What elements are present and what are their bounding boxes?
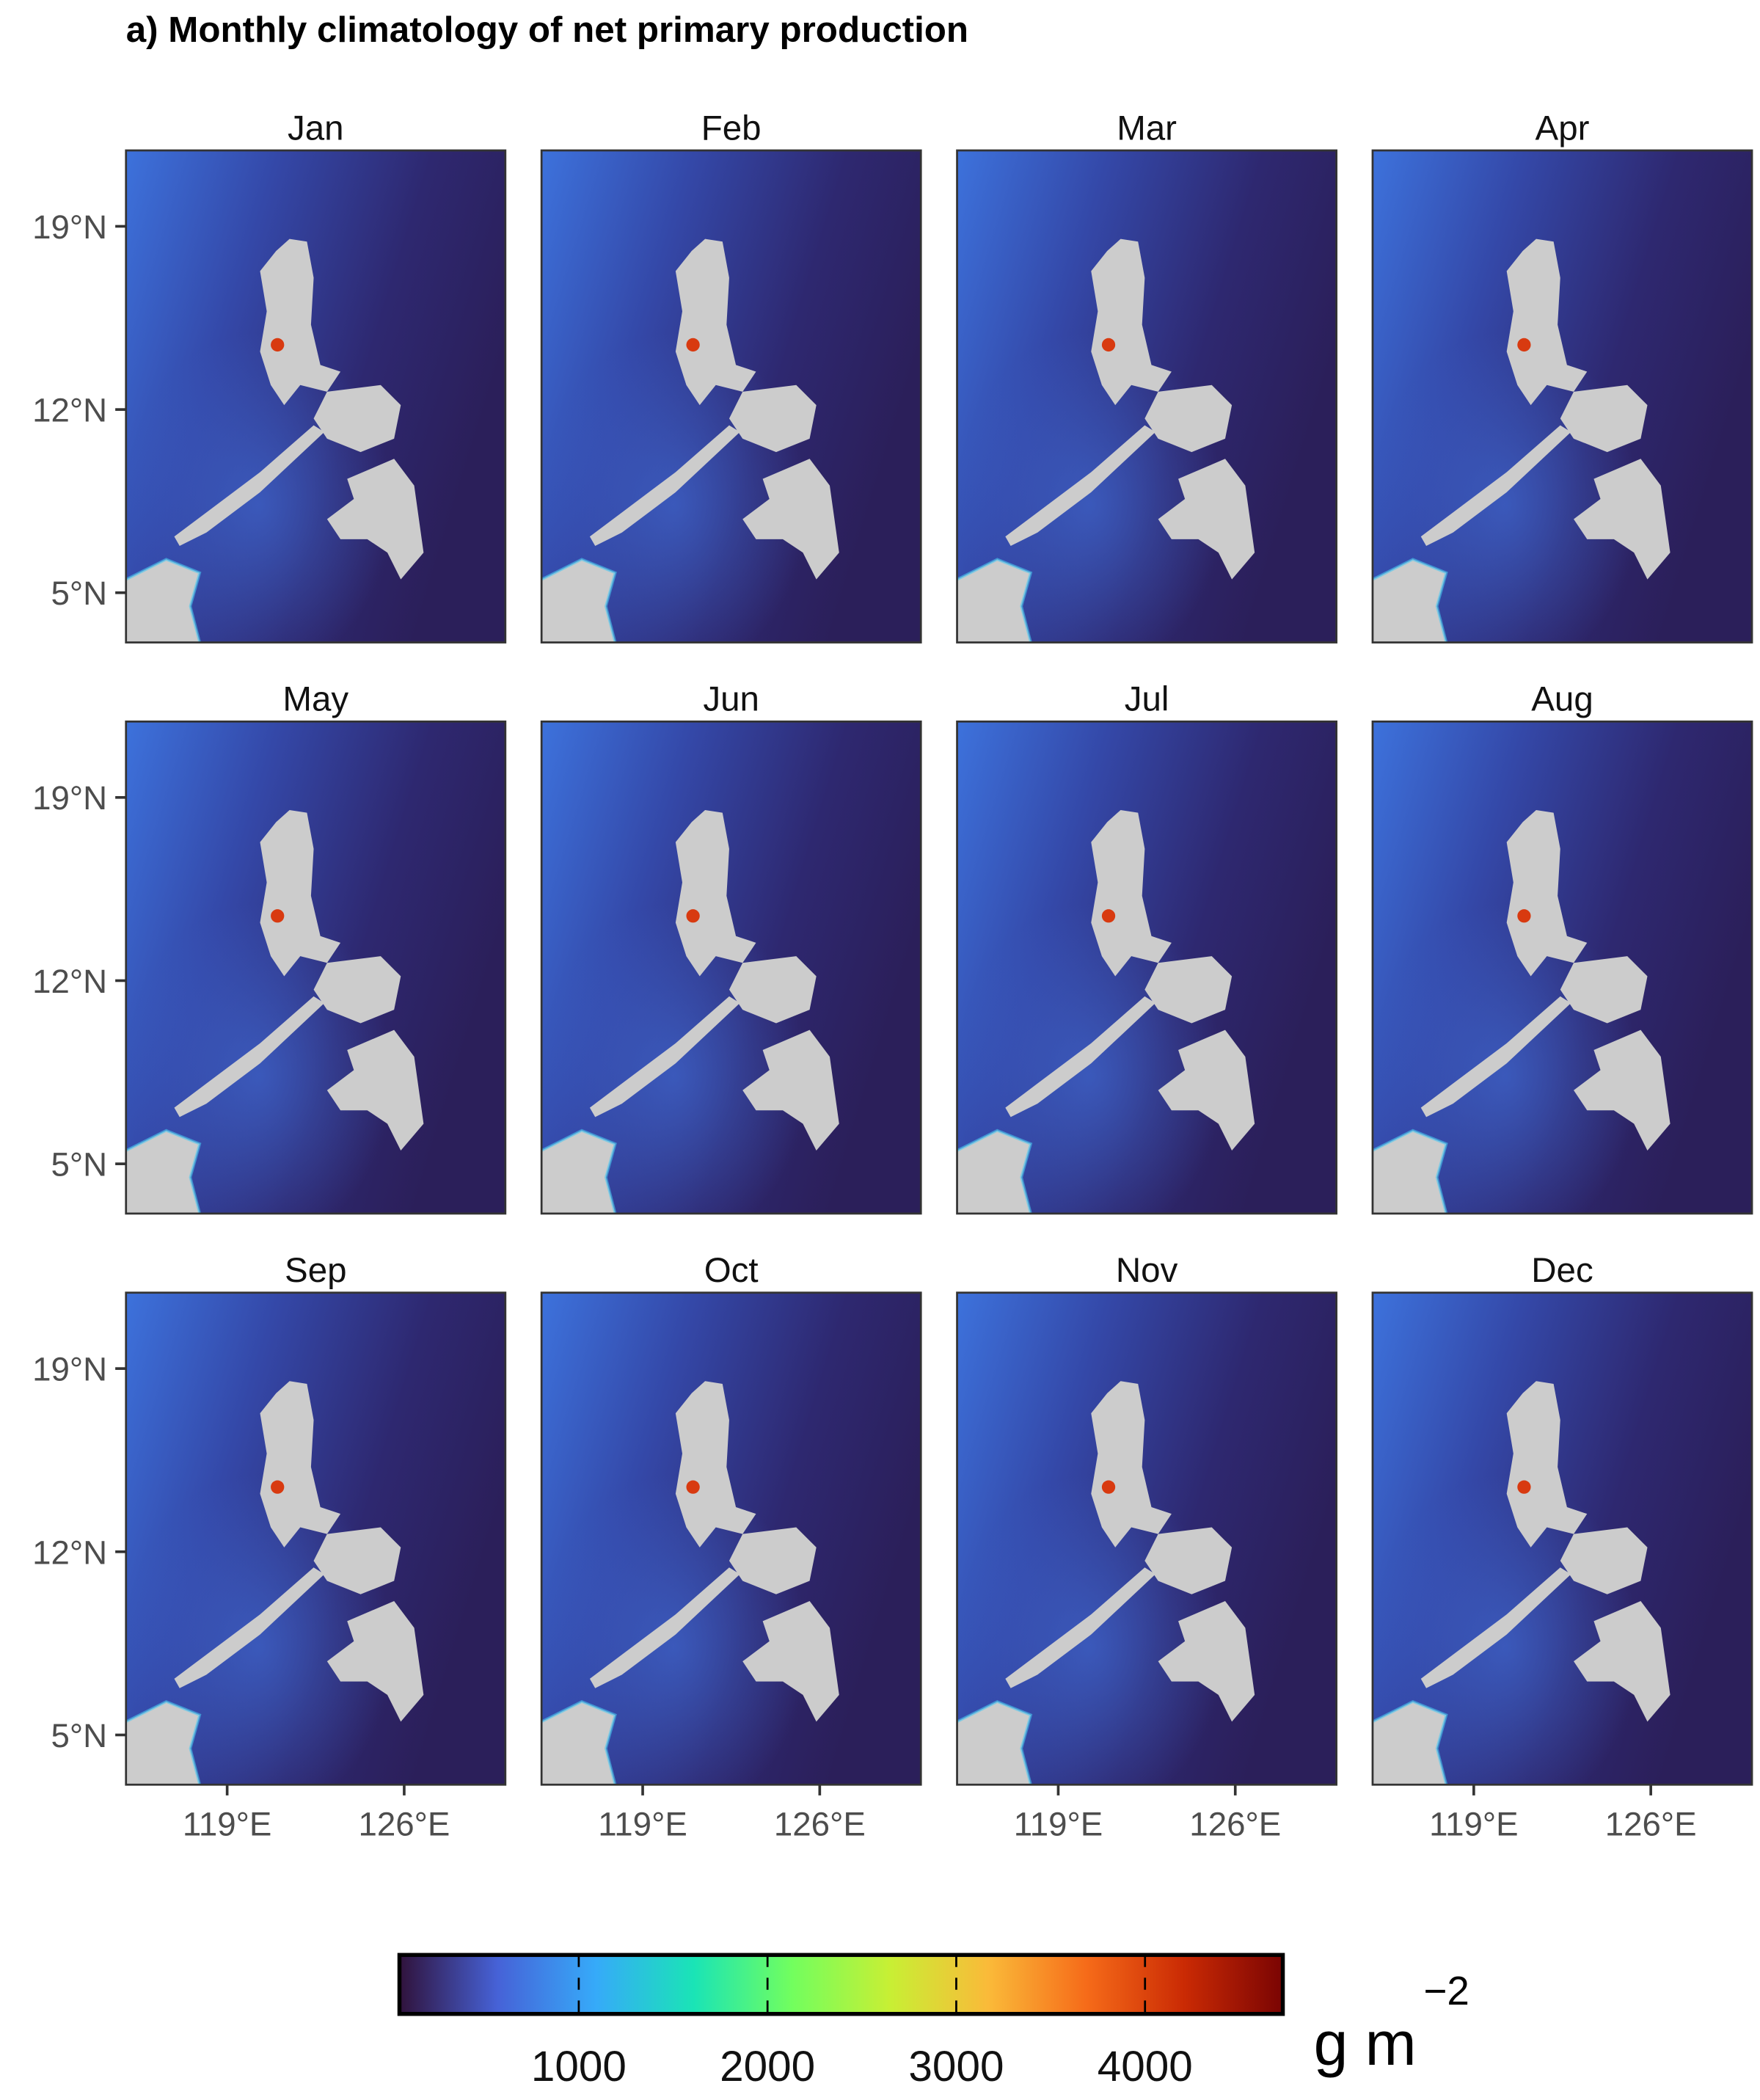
panel-frame: [956, 720, 1338, 1215]
panel-title: Feb: [701, 109, 762, 147]
lon-tick-label: 119°E: [1429, 1806, 1518, 1843]
ocean-glow: [541, 721, 921, 1214]
lat-tick-label: 5°N: [51, 1717, 108, 1754]
ocean-glow: [1372, 721, 1753, 1214]
map-panel: [540, 1291, 922, 1787]
ocean-glow: [957, 1292, 1337, 1785]
panel-title: Jun: [703, 680, 759, 719]
map-panel: [1371, 720, 1753, 1215]
ocean-glow: [1372, 150, 1753, 643]
panel-frame: [956, 1291, 1338, 1786]
lon-tick-label: 119°E: [598, 1806, 687, 1843]
panel-title: Dec: [1531, 1251, 1593, 1290]
panel-frame: [1371, 720, 1753, 1215]
ocean-glow: [957, 721, 1337, 1214]
lat-tick-label: 19°N: [32, 208, 107, 246]
lat-tick-label: 19°N: [32, 1351, 107, 1388]
map-panel: [955, 720, 1338, 1215]
map-panel: [540, 149, 922, 644]
colorbar-tick-label: 2000: [720, 2043, 815, 2090]
panel-title: Mar: [1117, 109, 1177, 147]
figure-title: a) Monthly climatology of net primary pr…: [126, 10, 968, 50]
ocean-glow: [957, 150, 1337, 643]
lat-tick-label: 5°N: [51, 1146, 108, 1184]
colorbar: [397, 1953, 1285, 2016]
lon-tick-label: 126°E: [1605, 1806, 1697, 1843]
map-panel: [540, 720, 922, 1215]
panel-frame: [1371, 1291, 1753, 1786]
panel-frame: [540, 149, 922, 644]
colorbar-unit: g m: [1314, 2009, 1417, 2078]
map-panel: [1371, 1291, 1753, 1787]
panel-frame: [125, 1291, 507, 1786]
panel-title: Sep: [285, 1251, 347, 1290]
panel-title: Nov: [1116, 1251, 1178, 1290]
map-panel: [955, 1291, 1338, 1787]
ocean-glow: [125, 150, 505, 643]
panel-title: May: [282, 680, 348, 719]
lat-tick-label: 12°N: [32, 1534, 107, 1571]
map-panel: [124, 1291, 507, 1787]
ocean-glow: [125, 721, 505, 1214]
map-panel: [124, 720, 507, 1215]
colorbar-tick-label: 3000: [908, 2043, 1004, 2090]
panel-frame: [1371, 149, 1753, 644]
panel-frame: [540, 720, 922, 1215]
panel-title: Oct: [704, 1251, 759, 1290]
panel-title: Aug: [1531, 680, 1593, 719]
lat-tick-label: 12°N: [32, 963, 107, 1000]
panel-title: Jul: [1125, 680, 1169, 719]
panel-frame: [125, 720, 507, 1215]
panel-frame: [125, 149, 507, 644]
colorbar-tick-label: 1000: [531, 2043, 627, 2090]
ocean-glow: [1372, 1292, 1753, 1785]
lon-tick-label: 126°E: [774, 1806, 866, 1843]
lat-tick-label: 5°N: [51, 575, 108, 612]
panel-title: Jan: [288, 109, 344, 147]
lon-tick-label: 126°E: [358, 1806, 450, 1843]
lon-tick-label: 126°E: [1189, 1806, 1281, 1843]
map-panel: [124, 149, 507, 644]
panel-title: Apr: [1536, 109, 1590, 147]
panel-frame: [540, 1291, 922, 1786]
lon-tick-label: 119°E: [183, 1806, 271, 1843]
lat-tick-label: 12°N: [32, 392, 107, 429]
ocean-glow: [125, 1292, 505, 1785]
map-panel: [1371, 149, 1753, 644]
colorbar-tick-label: 4000: [1098, 2043, 1193, 2090]
map-panel: [955, 149, 1338, 644]
ocean-glow: [541, 150, 921, 643]
lon-tick-label: 119°E: [1014, 1806, 1103, 1843]
panel-frame: [956, 149, 1338, 644]
lat-tick-label: 19°N: [32, 779, 107, 817]
ocean-glow: [541, 1292, 921, 1785]
colorbar-unit-exponent: −2: [1423, 1968, 1469, 2013]
